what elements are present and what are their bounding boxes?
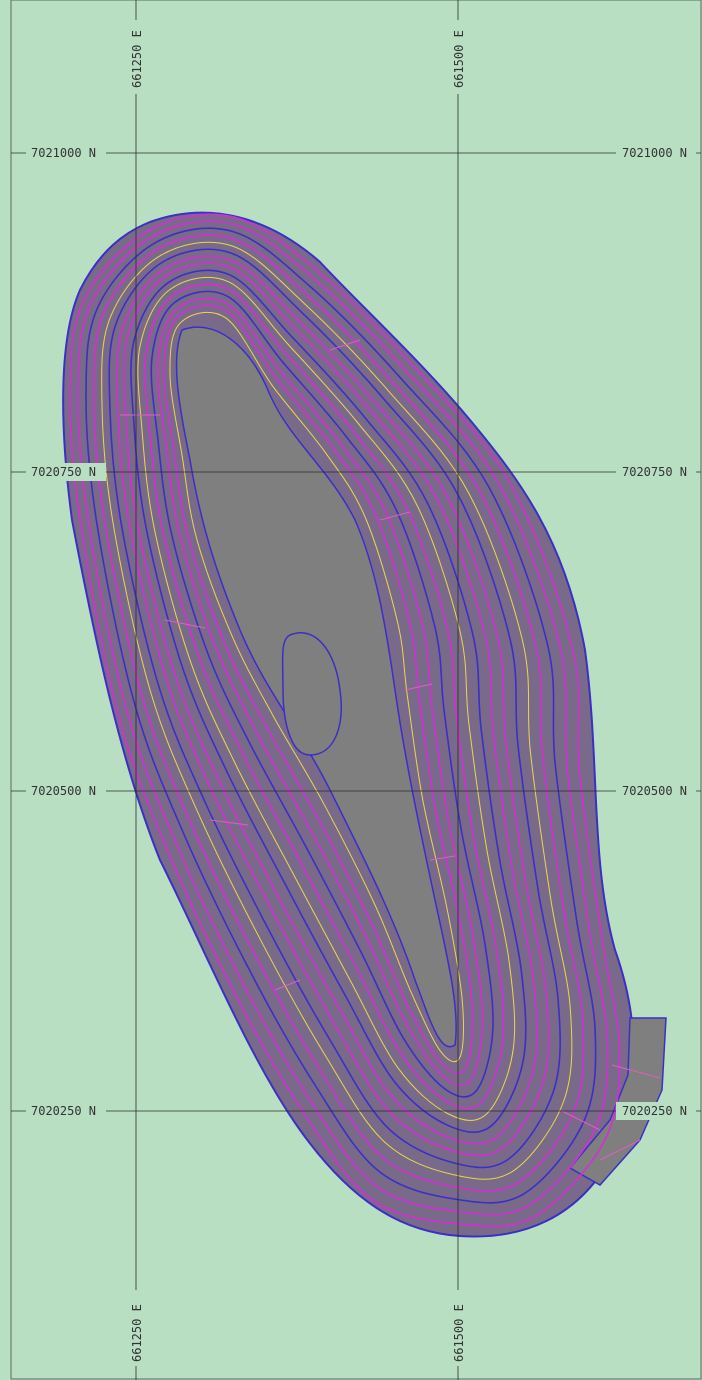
- contour-ring: [163, 304, 474, 1075]
- contour-ring: [150, 290, 494, 1098]
- contour-ring: [85, 227, 597, 1204]
- contour-ring: [115, 255, 550, 1157]
- contour-ring: [93, 234, 585, 1192]
- easting-label-top-2: 661500 E: [452, 30, 466, 88]
- contour-ring: [77, 220, 609, 1216]
- northing-label-right-2: 7020750 N: [622, 465, 687, 479]
- northing-label-left-1: 7021000 N: [31, 146, 96, 160]
- ramp-tick: [599, 1139, 641, 1161]
- contour-ring: [101, 241, 573, 1180]
- contour-ring: [130, 269, 527, 1133]
- ramp-tick: [429, 855, 456, 861]
- northing-label-left-4: 7020250 N: [31, 1104, 96, 1118]
- northing-label-left-2: 7020750 N: [31, 465, 96, 479]
- pit-contour-lines: [69, 213, 661, 1228]
- ramp-tick: [164, 619, 206, 629]
- northing-label-right-1: 7021000 N: [622, 146, 687, 160]
- contour-ring: [143, 283, 505, 1110]
- map-frame: [10, 0, 702, 1380]
- grid-labels: 661250 E 661500 E 661250 E 661500 E 7021…: [31, 30, 687, 1362]
- ramp-tick: [329, 339, 361, 351]
- contour-ring: [156, 297, 484, 1086]
- ramp-tick: [404, 683, 433, 691]
- pit-ramp-extension: [568, 1017, 667, 1186]
- northing-label-right-4: 7020250 N: [622, 1104, 687, 1118]
- easting-label-top-1: 661250 E: [130, 30, 144, 88]
- pit-sump: [281, 632, 342, 756]
- contour-ring: [69, 213, 621, 1228]
- contour-ring: [169, 311, 464, 1063]
- grid-label-backgrounds: [26, 20, 696, 1366]
- northing-label-left-3: 7020500 N: [31, 784, 96, 798]
- easting-label-bottom-2: 661500 E: [452, 1304, 466, 1362]
- ramp-tick: [209, 819, 249, 826]
- ramp-tick: [611, 1064, 661, 1079]
- northing-label-right-3: 7020500 N: [622, 784, 687, 798]
- coordinate-grid: [11, 0, 701, 1380]
- contour-ring: [123, 262, 538, 1145]
- ramp-tick: [559, 1109, 601, 1131]
- easting-label-bottom-1: 661250 E: [130, 1304, 144, 1362]
- pit-shell: [62, 211, 667, 1238]
- ramp-tick: [274, 979, 301, 991]
- ramp-tick: [379, 511, 411, 521]
- contour-ring: [137, 276, 516, 1121]
